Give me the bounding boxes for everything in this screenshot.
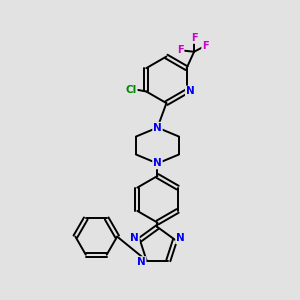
Text: N: N — [137, 257, 146, 267]
Text: F: F — [191, 33, 197, 43]
Text: F: F — [177, 45, 184, 55]
Text: N: N — [186, 86, 195, 97]
Text: F: F — [202, 41, 209, 51]
Text: Cl: Cl — [125, 85, 136, 95]
Text: N: N — [176, 233, 185, 243]
Text: N: N — [130, 233, 139, 243]
Text: N: N — [153, 123, 162, 133]
Text: N: N — [153, 158, 162, 168]
